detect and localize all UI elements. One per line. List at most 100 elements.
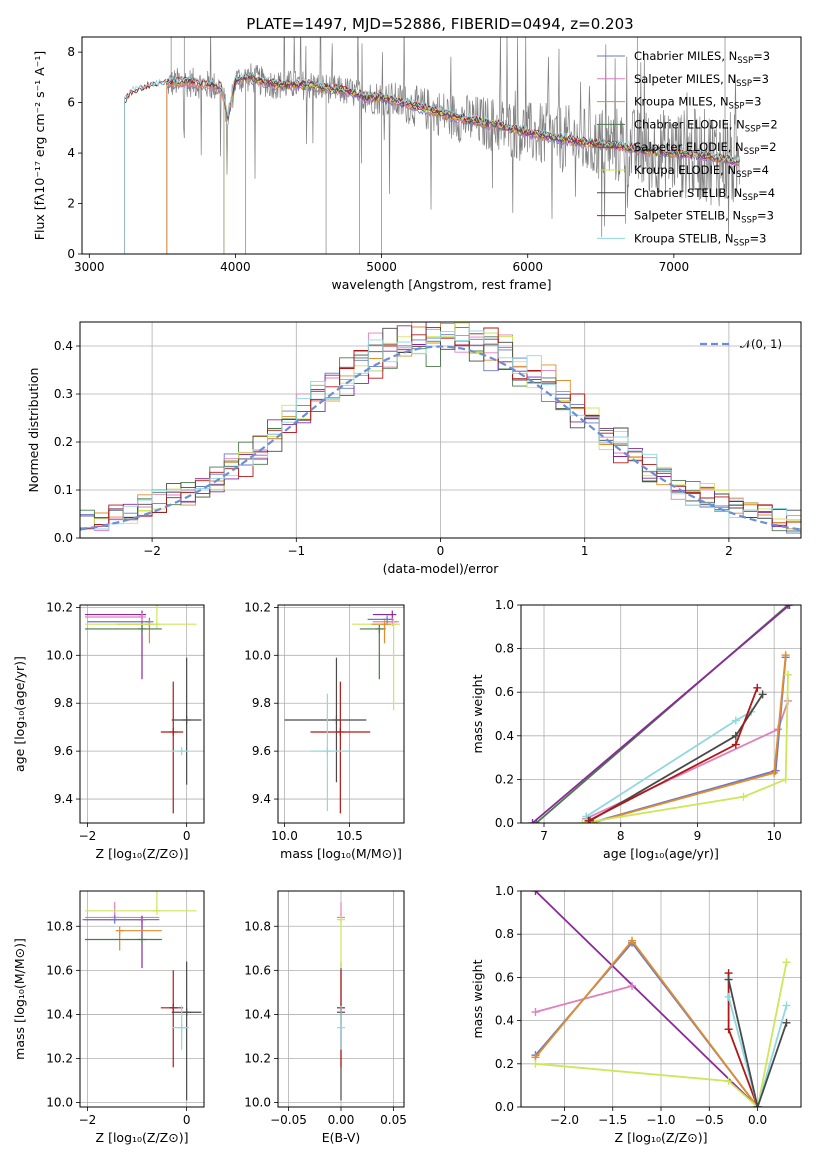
- mass_weight_vs_age-series-salpeter_miles: [585, 700, 789, 820]
- residuals-y-tick-label: 0.3: [54, 387, 73, 401]
- legend-label: Kroupa MILES, N: [634, 95, 729, 109]
- mass_weight_vs_z-series-salpeter_elodie: [534, 891, 759, 1107]
- mass_weight_vs_z-x-tick-label: −2.0: [550, 1113, 579, 1127]
- spectrum-x-tick-label: 7000: [659, 260, 690, 274]
- legend-entry-kroupa_elodie: Kroupa ELODIE, NSSP=4: [634, 163, 769, 180]
- legend-label: Salpeter STELIB, N: [634, 209, 741, 223]
- residuals-x-tick-label: −2: [143, 544, 161, 558]
- age_vs_mass-frame: [277, 604, 405, 824]
- mass_vs_z-frame: [79, 890, 205, 1108]
- age_vs_z-x-axis-label: Z [log₁₀(Z/Z⊙)]: [96, 846, 189, 861]
- mass_weight_vs_z-series-kroupa_elodie: [535, 962, 788, 1107]
- mass_vs_z-y-tick-label: 10.4: [46, 1007, 73, 1021]
- mass_weight_vs_age-x-tick-label: 8: [617, 829, 625, 843]
- age_vs_z-y-tick-label: 10.2: [46, 600, 73, 614]
- age_vs_z-y-tick-label: 10.0: [46, 648, 73, 662]
- legend-sub: SSP: [742, 193, 758, 203]
- spectrum-x-tick-label: 4000: [220, 260, 251, 274]
- mass_weight_vs_z-y-tick-label: 0.0: [495, 1100, 514, 1114]
- residuals-frame: [79, 321, 802, 539]
- age_vs_mass-x-tick-label: 10.0: [271, 829, 298, 843]
- spectrum-x-tick-label: 6000: [512, 260, 543, 274]
- age_vs_mass-x-axis-label: mass [log₁₀(M/M⊙)]: [280, 846, 402, 861]
- mass_weight_vs_z-y-tick-label: 0.4: [495, 1014, 514, 1028]
- legend-suffix: =3: [752, 72, 769, 86]
- spectrum-frame: [81, 36, 802, 255]
- model-spectrum-kroupa_miles: [166, 74, 740, 254]
- residuals-y-tick-label: 0.1: [54, 483, 73, 497]
- mass_weight_vs_z-x-axis-label: Z [log₁₀(Z/Z⊙)]: [615, 1130, 708, 1145]
- mass_vs_z-x-tick-label: −2: [79, 1113, 97, 1127]
- age_vs_z-y-axis-label: age [log₁₀(age/yr)]: [12, 656, 27, 772]
- mass_vs_ebv-y-tick-label: 10.4: [244, 1007, 271, 1021]
- legend-sub: SSP: [745, 124, 761, 134]
- age_vs_mass-panel: 10.0 10.5 9.4 9.6 9.8 10.0 10.2 mass [log₁₀(M/M…: [244, 600, 405, 861]
- residual-histogram-salpeter_elodie: [80, 322, 801, 529]
- model-spectrum-kroupa_elodie: [223, 73, 740, 254]
- mass_weight_vs_z-frame: [520, 890, 802, 1108]
- age_vs_z-y-tick-label: 9.4: [54, 792, 73, 806]
- mass_weight_vs_age-series-kroupa_elodie: [582, 674, 789, 823]
- mass_vs_ebv-x-tick-label: 0.05: [380, 1113, 407, 1127]
- figure-title: PLATE=1497, MJD=52886, FIBERID=0494, z=0…: [246, 15, 633, 33]
- residuals-y-axis-label: Normed distribution: [26, 368, 41, 493]
- spectrum-y-tick-label: 2: [67, 197, 75, 211]
- age_vs_z-x-tick-label: 0: [183, 829, 191, 843]
- mass_weight_vs_z-series-kroupa_stelib: [727, 996, 788, 1107]
- age_vs_mass-y-tick-label: 9.4: [252, 792, 271, 806]
- residuals-panel: −2 −1 0 1 2 0.0 0.1 0.2 0.3 0.4 (data-model)/error…: [26, 321, 802, 576]
- spectrum-x-tick-label: 3000: [74, 260, 105, 274]
- residuals-y-tick-label: 0.2: [54, 435, 73, 449]
- mass_vs_ebv-x-tick-label: −0.05: [270, 1113, 307, 1127]
- mass_weight_vs_z-x-tick-label: −1.0: [646, 1113, 675, 1127]
- mass_weight_vs_z-panel: −2.0 −1.5 −1.0 −0.5 0.0 0.0 0.2 0.4 0.6 0.8 1.0 Z […: [470, 884, 802, 1145]
- mass_vs_z-y-axis-label: mass [log₁₀(M/M⊙)]: [12, 938, 27, 1060]
- spectrum-y-tick-label: 0: [67, 247, 75, 261]
- mass_weight_vs_age-y-tick-label: 0.2: [495, 772, 514, 786]
- mass_weight_vs_age-y-tick-label: 0.4: [495, 729, 514, 743]
- age_vs_z-x-tick-label: −2: [79, 829, 97, 843]
- mass_weight_vs_age-series-salpeter_elodie: [531, 605, 791, 823]
- mass_weight_vs_z-series-chabrier_miles: [534, 941, 759, 1107]
- legend-entry-chabrier_elodie: Chabrier ELODIE, NSSP=2: [634, 117, 778, 134]
- mass_weight_vs_age-y-tick-label: 1.0: [495, 598, 514, 612]
- age_vs_mass-y-tick-label: 10.0: [244, 648, 271, 662]
- legend-suffix: =4: [752, 163, 769, 177]
- residual-histogram-chabrier_elodie: [80, 322, 801, 532]
- legend-entry-kroupa_miles: Kroupa MILES, NSSP=3: [634, 95, 761, 112]
- mass_vs_ebv-y-tick-label: 10.2: [244, 1052, 271, 1066]
- legend-entry-normal: 𝒩(0, 1): [740, 337, 782, 351]
- age_vs_mass-x-tick-label: 10.5: [336, 829, 363, 843]
- mass_weight_vs_age-x-tick-label: 10: [767, 829, 782, 843]
- legend-entry-chabrier_stelib: Chabrier STELIB, NSSP=4: [634, 186, 775, 203]
- mass_weight_vs_age-panel: 7 8 9 10 0.0 0.2 0.4 0.6 0.8 1.0 age [log₁₀(age/yr…: [470, 598, 802, 861]
- legend-sub: SSP: [729, 102, 745, 112]
- mass_vs_z-x-tick-label: 0: [183, 1113, 191, 1127]
- age_vs_z-y-tick-label: 9.8: [54, 696, 73, 710]
- age_vs_z-panel: −2 0 9.4 9.6 9.8 10.0 10.2 Z [log₁₀(Z/Z⊙)] age […: [12, 600, 205, 861]
- mass_weight_vs_z-x-tick-label: 0.0: [748, 1113, 767, 1127]
- age_vs_z-plot-area: [84, 605, 202, 814]
- legend-suffix: =3: [749, 231, 766, 245]
- mass_weight_vs_age-x-tick-label: 9: [694, 829, 702, 843]
- legend-label: Kroupa ELODIE, N: [634, 163, 736, 177]
- mass_weight_vs_z-x-tick-label: −1.5: [598, 1113, 627, 1127]
- legend-suffix: =2: [760, 140, 777, 154]
- age_vs_mass-y-tick-label: 10.2: [244, 600, 271, 614]
- residuals-y-tick-label: 0.4: [54, 339, 73, 353]
- age_vs_mass-plot-area: [284, 610, 401, 814]
- mass_vs_z-y-tick-label: 10.8: [46, 919, 73, 933]
- mass_weight_vs_z-y-tick-label: 1.0: [495, 884, 514, 898]
- legend-sub: SSP: [734, 238, 750, 248]
- spectrum-y-axis-label: Flux [fλ10⁻¹⁷ erg cm⁻² s⁻¹ A⁻¹]: [32, 51, 47, 240]
- residuals-x-tick-label: −1: [287, 544, 305, 558]
- mass_weight_vs_age-y-tick-label: 0.8: [495, 642, 514, 656]
- legend-sub: SSP: [736, 170, 752, 180]
- legend-entry-salpeter_miles: Salpeter MILES, NSSP=3: [634, 72, 769, 89]
- legend-sub: SSP: [744, 147, 760, 157]
- mass_weight_vs_z-x-tick-label: −0.5: [695, 1113, 724, 1127]
- mass_vs_z-x-axis-label: Z [log₁₀(Z/Z⊙)]: [96, 1130, 189, 1145]
- model-spectrum-kroupa_stelib: [124, 70, 740, 254]
- mass_vs_ebv-x-tick-label: 0.00: [328, 1113, 355, 1127]
